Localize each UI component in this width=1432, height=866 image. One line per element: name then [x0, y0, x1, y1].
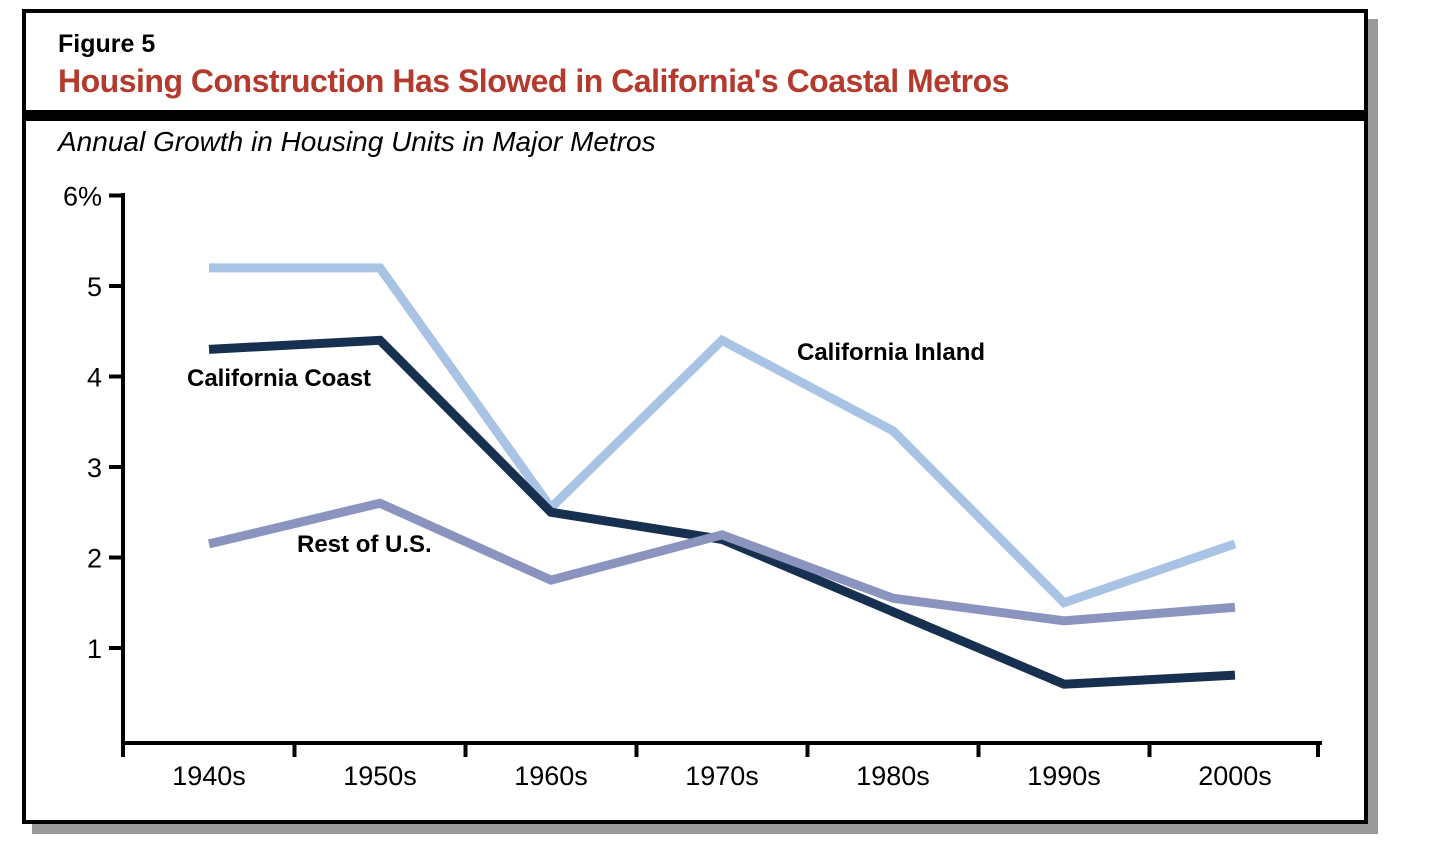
- title-divider-rule: [22, 110, 1368, 121]
- y-tick-label: 2: [87, 544, 102, 574]
- y-tick-label: 4: [87, 363, 102, 393]
- axes: [109, 193, 1322, 757]
- series-label-california-inland: California Inland: [797, 339, 986, 366]
- y-tick-label: 3: [87, 453, 102, 483]
- line-chart: 1 2 3 4 5 6% 1940s 1950s 1960s 1970s 1980s 1990s 200…: [63, 182, 1322, 791]
- y-tick-label: 6%: [63, 182, 102, 212]
- x-tick-label: 1940s: [172, 761, 246, 791]
- series-line-california-inland: [209, 263, 1237, 608]
- series-label-california-coast: California Coast: [187, 365, 372, 392]
- y-tick-label: 1: [87, 634, 102, 664]
- x-tick-label: 1980s: [856, 761, 930, 791]
- x-tick-label: 2000s: [1198, 761, 1272, 791]
- x-tick-label: 1950s: [343, 761, 417, 791]
- x-tick-label: 1960s: [514, 761, 588, 791]
- x-tick-label: 1990s: [1027, 761, 1101, 791]
- x-tick-label: 1970s: [685, 761, 759, 791]
- series-line-rest-of-u-s-: [207, 498, 1236, 626]
- figure-title: Housing Construction Has Slowed in Calif…: [58, 63, 1009, 99]
- series-label-rest-of-us: Rest of U.S.: [297, 531, 432, 558]
- figure-box: Figure 5 Housing Construction Has Slowed…: [22, 9, 1368, 824]
- figure-subtitle: Annual Growth in Housing Units in Major …: [58, 126, 656, 157]
- y-tick-label: 5: [87, 272, 102, 302]
- figure-number: Figure 5: [58, 30, 156, 58]
